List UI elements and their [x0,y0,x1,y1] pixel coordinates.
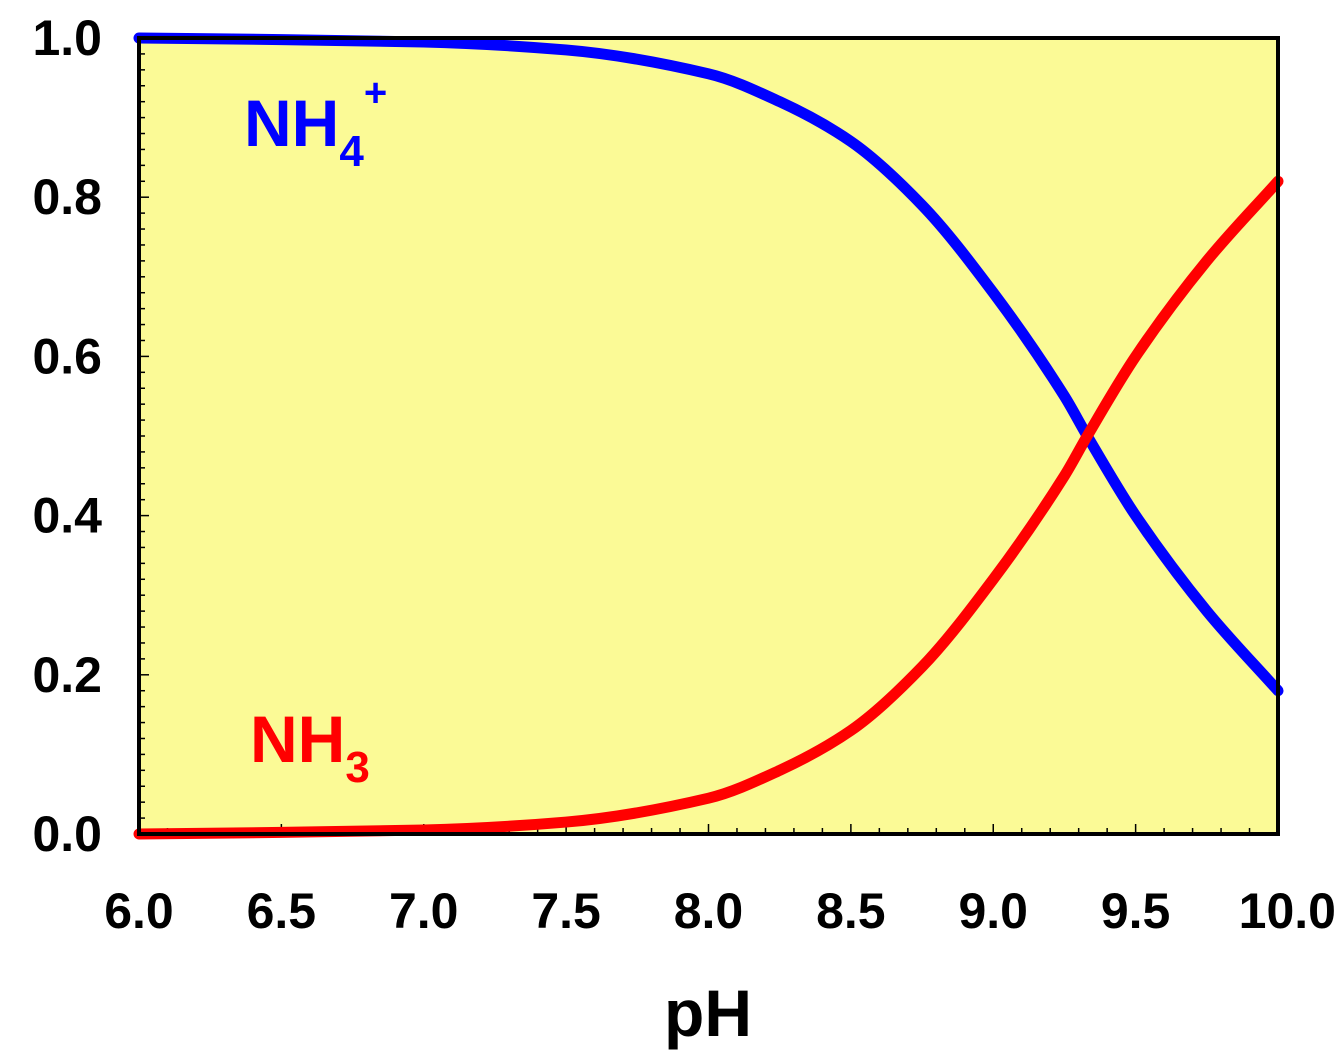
plot-frame [137,36,1280,836]
series-layer [133,32,1284,840]
x-tick-label: 7.0 [389,883,459,939]
series-label-nh3: NH3 [250,702,370,792]
x-axis-title: pH [664,976,752,1050]
x-tick-label: 6.0 [104,883,174,939]
x-tick-label: 6.5 [247,883,317,939]
y-tick-label: 0.2 [32,647,102,703]
series-label-nh3-sub: 3 [345,743,369,792]
x-tick-label: 8.0 [674,883,744,939]
x-tick-labels: 6.0 6.5 7.0 7.5 8.0 8.5 9.0 9.5 10.0 [104,883,1336,939]
x-tick-label: 9.5 [1101,883,1171,939]
series-line-nh3 [133,175,1284,840]
series-label-nh4-sub: 4 [339,127,364,176]
y-tick-labels: 0.0 0.2 0.4 0.6 0.8 1.0 [32,10,102,862]
series-label-nh3-base: NH [250,702,345,776]
y-tick-label: 0.6 [32,328,102,384]
y-tick-label: 0.4 [32,488,102,544]
series-label-nh4-base: NH [244,86,339,160]
x-tick-label: 9.0 [958,883,1028,939]
x-tick-label: 7.5 [531,883,601,939]
series-line-nh4 [133,32,1284,697]
x-tick-label: 8.5 [816,883,886,939]
y-tick-label: 1.0 [32,10,102,66]
series-label-nh4-sup: + [364,71,387,115]
series-label-nh4: NH4+ [244,71,387,176]
y-tick-label: 0.0 [32,806,102,862]
x-tick-label: 10.0 [1239,883,1336,939]
y-tick-label: 0.8 [32,169,102,225]
